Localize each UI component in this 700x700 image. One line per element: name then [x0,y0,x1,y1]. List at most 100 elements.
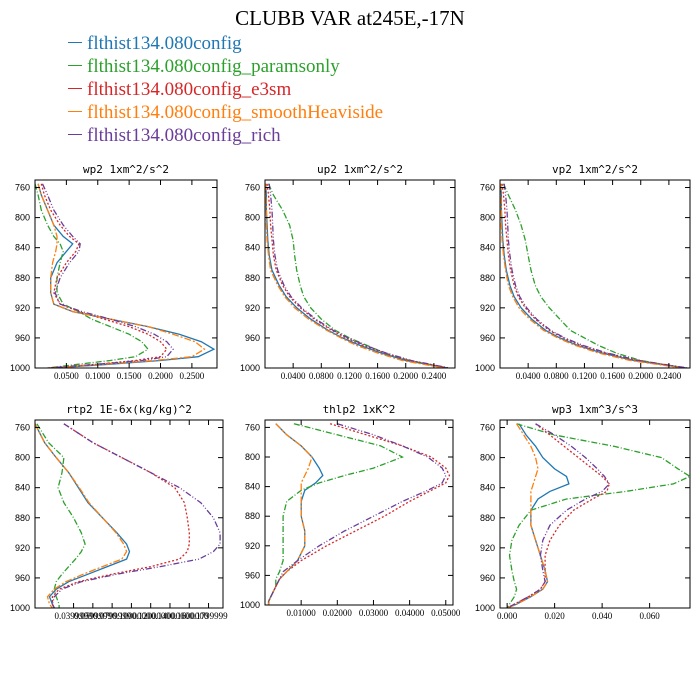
y-tick-label: 840 [15,243,30,253]
x-tick-label: 0.1000 [85,371,110,381]
y-tick-label: 920 [480,303,495,313]
x-tick-label: 0.1600 [600,371,625,381]
y-tick-label: 800 [245,452,260,462]
legend-line-swatch [68,134,82,136]
legend-label: flthist134.080config_smoothHeaviside [87,102,384,123]
x-tick-label: 0.1500 [117,371,142,381]
panel-frame [34,419,224,609]
series-line-3 [266,183,449,368]
x-tick-label: 0.040 [592,611,613,621]
x-tick-label: 0.020 [545,611,566,621]
x-tick-label: 0.0400 [281,371,306,381]
x-tick-label: 0.03000 [359,608,389,618]
x-tick-label: 0.1200000 [132,611,171,621]
y-tick-label: 960 [15,333,30,343]
y-tick-label: 1000 [475,363,495,373]
y-tick-label: 880 [15,513,30,523]
series-line-3 [501,183,687,368]
legend-label: flthist134.080config [87,33,242,54]
legend-label: flthist134.080config_e3sm [87,79,292,100]
y-tick-label: 800 [480,453,495,463]
series-line-3 [506,423,611,608]
x-tick-label: 0.02000 [323,608,353,618]
profile-panel-4: 760 800 840 880 920 960 1000 0.03999990.0599999… [10,403,228,621]
y-tick-label: 920 [245,303,260,313]
x-tick-label: 0.1600 [365,371,390,381]
x-tick-label: 0.1400000 [151,611,190,621]
x-tick-label: 0.1600000 [170,611,209,621]
y-tick-label: 1000 [10,363,30,373]
panel-title: thlp2 1xK^2 [323,403,396,416]
y-tick-label: 800 [480,213,495,223]
x-tick-label: 0.1200 [337,371,362,381]
y-tick-label: 960 [15,573,30,583]
x-tick-label: 0.2400 [657,371,682,381]
x-tick-label: 0.2000 [628,371,653,381]
x-tick-label: 0.05000 [431,608,461,618]
legend-line-swatch [68,111,82,113]
y-tick-label: 760 [480,423,495,433]
series-line-4 [35,423,128,608]
y-tick-label: 920 [245,541,260,551]
x-tick-label: 0.04000 [395,608,425,618]
y-tick-label: 960 [480,333,495,343]
series-line-5 [267,423,447,605]
y-tick-label: 840 [245,243,260,253]
y-tick-label: 1000 [240,600,260,610]
series-line-3 [40,183,168,368]
series-line-5 [503,183,688,368]
x-tick-label: 0.2500 [180,371,205,381]
y-tick-label: 840 [15,483,30,493]
figure-title: CLUBB VAR at245E,-17N [235,6,465,30]
x-tick-label: 0.0800 [544,371,569,381]
profile-panel-6: 760 800 840 880 920 960 10000.000 0.020 0.040 0.0… [475,403,691,621]
legend-item-config: flthist134.080config [68,33,242,55]
x-tick-label: 0.060 [640,611,661,621]
profile-panel-5: 760 800 840 880 920 960 1000 0.01000 0.02000 0.03… [240,403,461,618]
y-tick-label: 920 [15,303,30,313]
panel-title: vp2 1xm^2/s^2 [552,163,638,176]
x-tick-label: 0.0800 [309,371,334,381]
panel-series-group [35,183,216,368]
legend-line-swatch [68,65,82,67]
profile-panel-1: 760 800 840 880 920 960 1000 0.0500 0.1000 0.1500… [10,163,218,381]
panel-series-group [506,423,690,608]
y-tick-label: 760 [245,183,260,193]
panel-title: wp3 1xm^3/s^3 [552,403,638,416]
x-tick-label: 0.0400 [516,371,541,381]
series-line-4 [267,423,313,605]
x-tick-label: 0.01000 [287,608,317,618]
panel-series-group [267,423,451,605]
panel-frame [34,179,218,369]
panel-title: up2 1xm^2/s^2 [317,163,403,176]
series-line-2 [267,423,404,605]
y-tick-label: 840 [480,243,495,253]
y-tick-label: 760 [15,423,30,433]
series-line-5 [51,423,221,608]
panel-frame [499,179,691,369]
y-tick-label: 880 [480,273,495,283]
x-tick-label: 0.000 [497,611,518,621]
y-tick-label: 880 [480,513,495,523]
legend-label: flthist134.080config_rich [87,125,281,146]
series-line-5 [41,183,174,368]
series-line-3 [51,423,190,608]
y-tick-label: 880 [15,273,30,283]
series-line-1 [500,183,687,368]
x-tick-label: 0.1000000 [112,611,151,621]
legend-line-swatch [68,88,82,90]
y-tick-label: 880 [245,511,260,521]
y-tick-label: 1000 [10,603,30,613]
legend-line-swatch [68,42,82,44]
panel-frame [264,419,454,606]
series-line-2 [35,183,149,368]
y-tick-label: 760 [15,183,30,193]
series-line-5 [506,423,611,608]
x-tick-label: 0.0799999 [93,611,132,621]
y-tick-label: 800 [15,453,30,463]
series-line-4 [265,183,445,368]
y-tick-label: 960 [245,570,260,580]
y-tick-label: 960 [245,333,260,343]
series-line-2 [36,423,86,608]
series-line-5 [268,183,450,368]
